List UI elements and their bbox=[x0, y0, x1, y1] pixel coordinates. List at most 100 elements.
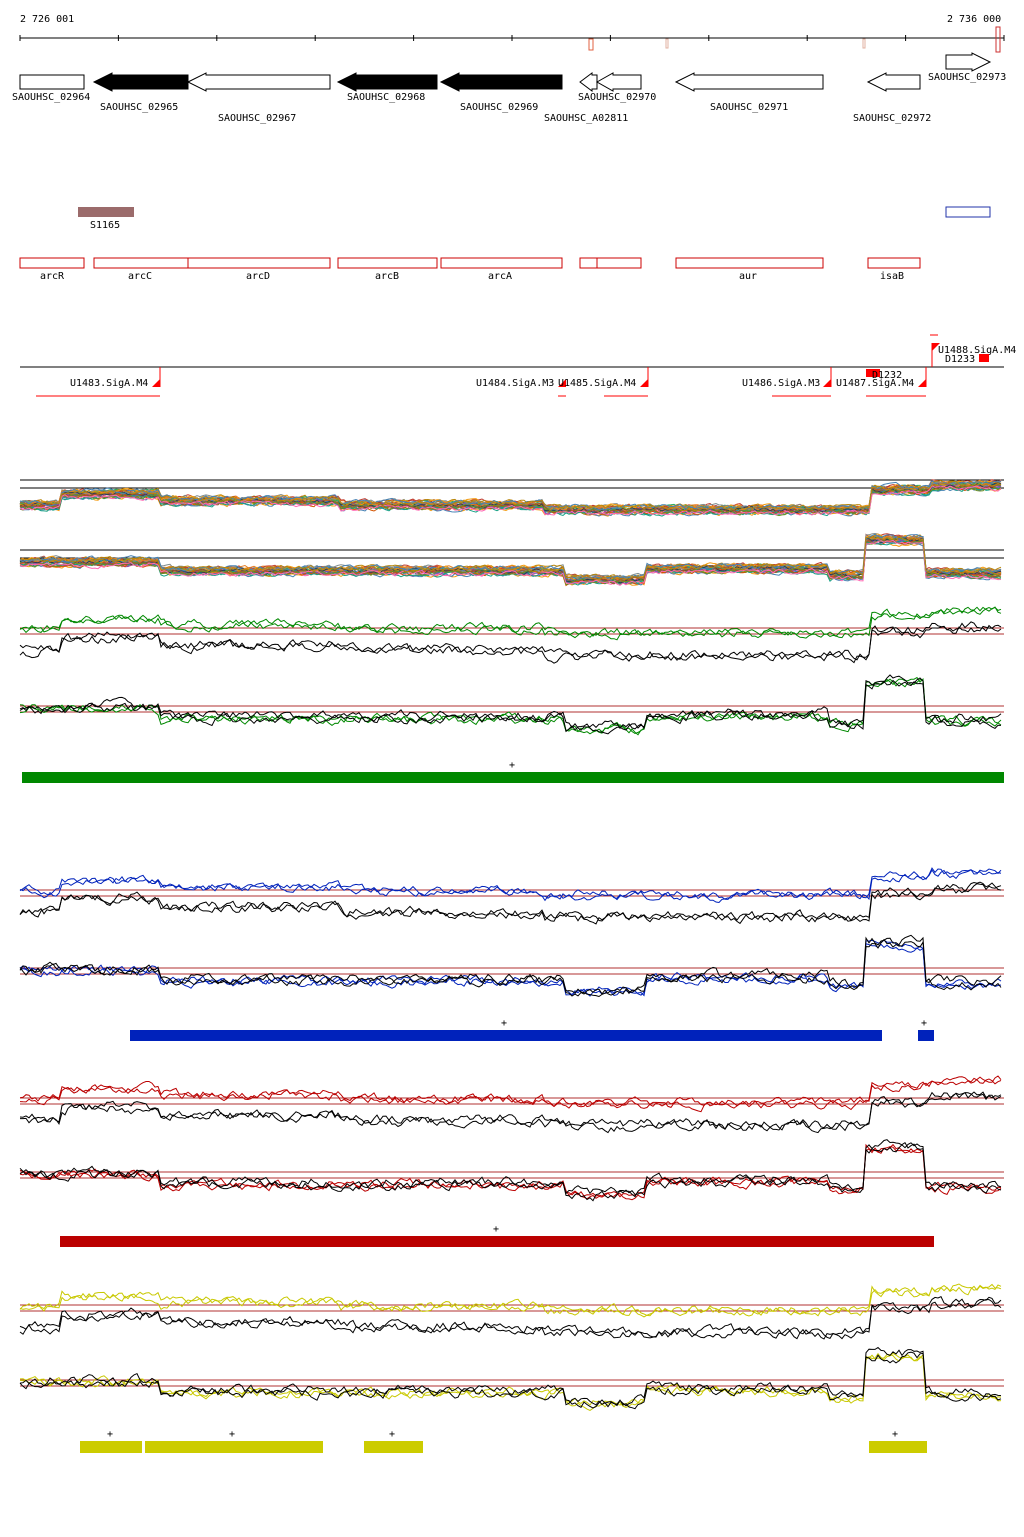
operon-arcA[interactable]: arcA bbox=[440, 257, 563, 282]
tss-label: D1232 bbox=[872, 370, 902, 381]
segment-bar-yellow[interactable] bbox=[869, 1441, 927, 1453]
strand-mark: + bbox=[921, 1018, 927, 1029]
operon-label: arcA bbox=[488, 271, 512, 282]
expression-trace bbox=[19, 1353, 1002, 1411]
tss-U1486[interactable]: U1486.SigA.M3 bbox=[742, 367, 832, 397]
tss-D1233[interactable]: D1233 bbox=[945, 354, 989, 365]
tss-U1488[interactable]: U1488.SigA.M4 bbox=[930, 334, 1016, 367]
gene-SAOUHSC_02972[interactable]: SAOUHSC_02972 bbox=[853, 72, 931, 124]
expression-trace bbox=[19, 1139, 1002, 1198]
segment-bar-blue[interactable] bbox=[918, 1030, 934, 1041]
ruler-mark bbox=[665, 38, 669, 49]
gene-SAOUHSC_02973[interactable]: SAOUHSC_02973 bbox=[928, 52, 1006, 83]
segment-bars: + + + + + + + + bbox=[22, 760, 1004, 1453]
expression-trace bbox=[19, 621, 1002, 661]
expression-trace bbox=[19, 485, 1002, 516]
expression-trace bbox=[19, 679, 1002, 735]
coord-start: 2 726 001 bbox=[20, 14, 74, 25]
tss-label: U1485.SigA.M4 bbox=[558, 378, 636, 389]
operon-track: arcR arcC arcD arcB arcA aur isaB bbox=[19, 257, 921, 282]
ruler-mark bbox=[995, 26, 1001, 53]
srna-S1165[interactable]: S1165 bbox=[78, 207, 134, 231]
tss-U1484[interactable]: U1484.SigA.M3 bbox=[476, 378, 566, 397]
operon-arcD[interactable]: arcD bbox=[187, 257, 331, 282]
gene-label: SAOUHSC_02973 bbox=[928, 72, 1006, 83]
operon-arcC[interactable]: arcC bbox=[93, 257, 189, 282]
operon-region[interactable] bbox=[579, 257, 598, 269]
coord-end: 2 736 000 bbox=[947, 14, 1001, 25]
srna-feature[interactable] bbox=[945, 206, 991, 218]
tss-label: U1487.SigA.M4 bbox=[836, 378, 914, 389]
segment-bar-red[interactable] bbox=[60, 1236, 934, 1247]
gene-label: SAOUHSC_02969 bbox=[460, 102, 538, 113]
operon-label: arcD bbox=[246, 271, 270, 282]
operon-arcB[interactable]: arcB bbox=[337, 257, 438, 282]
segment-bar-blue[interactable] bbox=[130, 1030, 882, 1041]
tss-label: D1233 bbox=[945, 354, 975, 365]
segment-bar-yellow[interactable] bbox=[80, 1441, 142, 1453]
expression-trace bbox=[19, 1283, 1002, 1317]
expression-trace bbox=[19, 1351, 1002, 1410]
expression-trace bbox=[19, 869, 1002, 904]
expression-trace bbox=[19, 606, 1002, 639]
tss-U1485[interactable]: U1485.SigA.M4 bbox=[558, 367, 649, 397]
segment-bar-yellow[interactable] bbox=[145, 1441, 323, 1453]
expression-trace bbox=[19, 1283, 1002, 1318]
operon-label: arcB bbox=[375, 271, 399, 282]
srna-track: S1165 bbox=[78, 206, 991, 231]
gene-label: SAOUHSC_02971 bbox=[710, 102, 788, 113]
expression-trace bbox=[19, 536, 1002, 580]
tss-label: U1483.SigA.M4 bbox=[70, 378, 148, 389]
gene-SAOUHSC_02964[interactable]: SAOUHSC_02964 bbox=[12, 74, 90, 103]
operon-label: arcC bbox=[128, 271, 152, 282]
operon-label: arcR bbox=[40, 271, 65, 282]
expression-trace bbox=[19, 479, 1002, 511]
segment-bar-yellow[interactable] bbox=[364, 1441, 423, 1453]
expression-trace bbox=[19, 678, 1002, 736]
operon-region[interactable] bbox=[596, 257, 642, 269]
expression-trace bbox=[19, 537, 1002, 586]
expression-trace bbox=[19, 1346, 1002, 1409]
tss-U1487[interactable]: U1487.SigA.M4 bbox=[836, 367, 927, 397]
gene-label: SAOUHSC_02964 bbox=[12, 92, 90, 103]
expression-trace bbox=[19, 479, 1002, 511]
expression-trace bbox=[19, 1091, 1002, 1131]
expression-trace bbox=[19, 539, 1002, 586]
operon-aur[interactable]: aur bbox=[675, 257, 824, 282]
expression-trace bbox=[19, 624, 1002, 664]
gene-SAOUHSC_02968[interactable]: SAOUHSC_02968 bbox=[336, 72, 438, 103]
strand-mark: + bbox=[107, 1429, 113, 1440]
gene-label: SAOUHSC_02968 bbox=[347, 92, 425, 103]
tss-D1232[interactable]: D1232 bbox=[866, 369, 902, 381]
gene-label: SAOUHSC_02970 bbox=[578, 92, 656, 103]
strand-mark: + bbox=[493, 1224, 499, 1235]
tss-U1483[interactable]: U1483.SigA.M4 bbox=[36, 367, 161, 397]
operon-isaB[interactable]: isaB bbox=[867, 257, 921, 282]
operon-arcR[interactable]: arcR bbox=[19, 257, 85, 282]
expression-trace bbox=[19, 540, 1002, 586]
expression-trace bbox=[19, 1075, 1002, 1109]
gene-SAOUHSC_02969[interactable]: SAOUHSC_02969 bbox=[439, 72, 563, 113]
expression-trace bbox=[19, 486, 1002, 517]
expression-trace bbox=[19, 1146, 1002, 1201]
expression-trace bbox=[19, 1141, 1002, 1202]
coordinate-ruler: 2 726 001 2 736 000 bbox=[19, 14, 1005, 53]
strand-mark: + bbox=[501, 1018, 507, 1029]
gene-SAOUHSC_02965[interactable]: SAOUHSC_02965 bbox=[92, 72, 189, 113]
expression-trace bbox=[19, 537, 1002, 584]
ruler-ticks bbox=[19, 35, 1005, 41]
gene-label: SAOUHSC_02967 bbox=[218, 113, 296, 124]
gene-SAOUHSC_02971[interactable]: SAOUHSC_02971 bbox=[674, 72, 824, 113]
expression-trace bbox=[19, 480, 1002, 512]
tss-label: U1486.SigA.M3 bbox=[742, 378, 820, 389]
segment-bar-green[interactable] bbox=[22, 772, 1004, 783]
gene-SAOUHSC_02970[interactable]: SAOUHSC_02970 bbox=[578, 72, 656, 103]
expression-trace bbox=[19, 1143, 1002, 1198]
ruler-mark bbox=[588, 38, 594, 51]
expression-trace bbox=[19, 1298, 1002, 1340]
tss-track: U1483.SigA.M4 U1484.SigA.M3 U1485.SigA.M… bbox=[20, 334, 1016, 397]
gene-label: SAOUHSC_A02811 bbox=[544, 113, 628, 124]
expression-trace bbox=[19, 1076, 1002, 1113]
expression-trace bbox=[19, 606, 1002, 641]
gene-SAOUHSC_02967[interactable]: SAOUHSC_02967 bbox=[186, 72, 331, 124]
